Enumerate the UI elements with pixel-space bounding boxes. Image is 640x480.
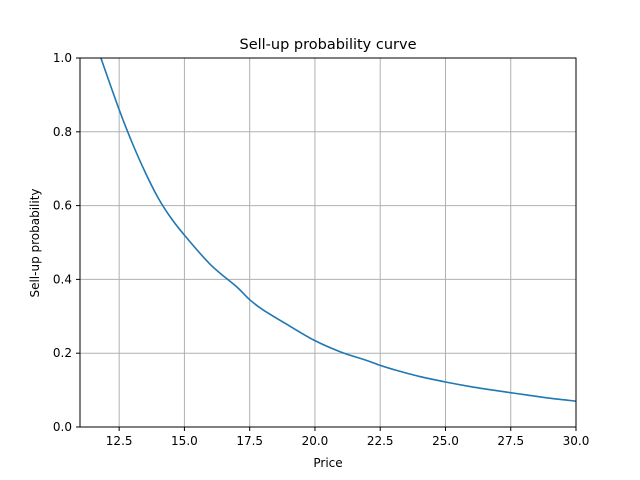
x-tick-label: 27.5 (497, 434, 524, 448)
chart-title: Sell-up probability curve (239, 37, 416, 53)
y-tick-label: 0.2 (53, 346, 72, 360)
axis-ticks: 12.5 15.0 17.5 20.0 22.5 25.0 27.5 30.0 0.0 0.2 0.… (53, 51, 589, 448)
x-tick-label: 22.5 (367, 434, 394, 448)
y-tick-label: 1.0 (53, 51, 72, 65)
y-axis-label: Sell-up probability (28, 188, 42, 297)
plot-frame (79, 57, 577, 428)
x-tick-label: 17.5 (236, 434, 263, 448)
x-tick-label: 15.0 (171, 434, 198, 448)
y-tick-label: 0.0 (53, 420, 72, 434)
x-tick-label: 12.5 (106, 434, 133, 448)
series-line (100, 57, 577, 402)
x-tick-label: 30.0 (563, 434, 590, 448)
y-tick-label: 0.8 (53, 125, 72, 139)
y-tick-label: 0.6 (53, 199, 72, 213)
plot-area (100, 57, 577, 402)
x-tick-label: 25.0 (432, 434, 459, 448)
x-axis-label: Price (313, 456, 342, 470)
x-tick-label: 20.0 (302, 434, 329, 448)
y-tick-label: 0.4 (53, 272, 72, 286)
